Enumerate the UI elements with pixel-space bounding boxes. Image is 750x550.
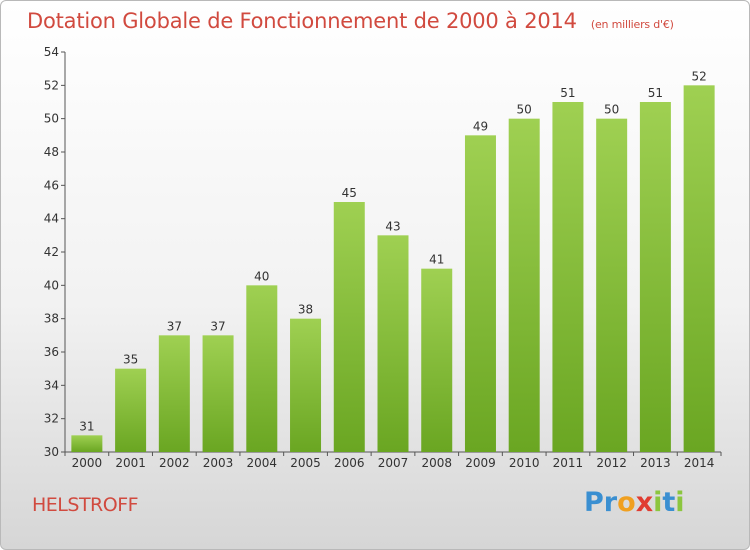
bar bbox=[508, 118, 540, 453]
bar bbox=[158, 335, 190, 452]
x-tick-label: 2007 bbox=[378, 456, 409, 470]
logo-letter: r bbox=[603, 487, 618, 518]
y-tick-label: 40 bbox=[44, 278, 59, 292]
value-label: 50 bbox=[604, 103, 619, 117]
x-tick-label: 2013 bbox=[640, 456, 671, 470]
bar bbox=[596, 118, 628, 453]
value-label: 51 bbox=[648, 86, 663, 100]
y-tick-label: 34 bbox=[44, 378, 59, 392]
bar bbox=[202, 335, 234, 452]
x-tick-label: 2008 bbox=[421, 456, 452, 470]
x-tick-label: 2014 bbox=[684, 456, 715, 470]
value-label: 37 bbox=[167, 319, 182, 333]
y-tick-label: 38 bbox=[44, 312, 59, 326]
value-label: 31 bbox=[79, 419, 94, 433]
y-tick-label: 48 bbox=[44, 145, 59, 159]
value-label: 51 bbox=[560, 86, 575, 100]
logo-letter: i bbox=[653, 487, 663, 518]
x-tick-label: 2002 bbox=[159, 456, 190, 470]
x-tick-label: 2006 bbox=[334, 456, 365, 470]
x-tick-label: 2010 bbox=[509, 456, 540, 470]
y-tick-label: 44 bbox=[44, 212, 59, 226]
commune-name: HELSTROFF bbox=[32, 494, 139, 516]
bar bbox=[639, 102, 671, 452]
value-label: 49 bbox=[473, 119, 488, 133]
bar bbox=[421, 268, 453, 452]
bar bbox=[71, 435, 103, 452]
value-label: 52 bbox=[691, 69, 706, 83]
bar bbox=[377, 235, 409, 452]
value-label: 41 bbox=[429, 253, 444, 267]
value-label: 50 bbox=[517, 103, 532, 117]
x-tick-label: 2001 bbox=[115, 456, 146, 470]
value-label: 40 bbox=[254, 269, 269, 283]
logo-letter: P bbox=[584, 487, 604, 518]
y-tick-label: 52 bbox=[44, 78, 59, 92]
x-tick-label: 2000 bbox=[72, 456, 103, 470]
chart-title: Dotation Globale de Fonctionnement de 20… bbox=[27, 9, 674, 33]
y-tick-label: 36 bbox=[44, 345, 59, 359]
y-tick-label: 42 bbox=[44, 245, 59, 259]
x-tick-label: 2009 bbox=[465, 456, 496, 470]
proxiti-logo: Proxiti bbox=[584, 487, 685, 518]
y-tick-label: 54 bbox=[44, 45, 59, 59]
x-tick-label: 2004 bbox=[247, 456, 278, 470]
y-tick-label: 50 bbox=[44, 112, 59, 126]
value-label: 38 bbox=[298, 303, 313, 317]
logo-letter: i bbox=[675, 487, 685, 518]
y-tick-label: 32 bbox=[44, 412, 59, 426]
bar bbox=[290, 318, 322, 452]
logo-letter: o bbox=[617, 487, 636, 518]
x-tick-label: 2003 bbox=[203, 456, 234, 470]
value-label: 43 bbox=[385, 219, 400, 233]
y-tick-label: 46 bbox=[44, 178, 59, 192]
bar bbox=[333, 202, 365, 452]
bar bbox=[552, 102, 584, 452]
y-tick-label: 30 bbox=[44, 445, 59, 459]
x-tick-label: 2012 bbox=[596, 456, 627, 470]
bar bbox=[246, 285, 278, 452]
chart-unit: (en milliers d'€) bbox=[590, 18, 674, 31]
bar bbox=[115, 368, 147, 452]
value-label: 35 bbox=[123, 353, 138, 367]
value-label: 37 bbox=[210, 319, 225, 333]
bar bbox=[464, 135, 496, 453]
x-tick-label: 2011 bbox=[553, 456, 584, 470]
logo-letter: x bbox=[635, 487, 654, 518]
value-label: 45 bbox=[342, 186, 357, 200]
x-tick-label: 2005 bbox=[290, 456, 321, 470]
chart-title-text: Dotation Globale de Fonctionnement de 20… bbox=[27, 9, 577, 33]
bar bbox=[683, 85, 715, 452]
logo-letter: t bbox=[662, 487, 676, 518]
